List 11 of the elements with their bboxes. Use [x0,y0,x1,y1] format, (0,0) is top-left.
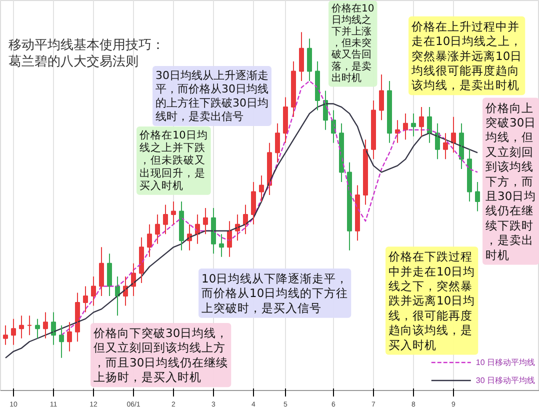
annotation: 10日均线从下降逐渐走平，而价格从10日均线的下方往上突破时，是买入信号 [202,271,348,315]
text: 价格向上突破30日均线，但又立刻回到该均线下方，而且30日均线仍在继续下跌时，是卖出时机 [486,100,536,262]
annotation: 价格在下跌过程中并走在10日均线之下，突然暴跌并远离10日均线，很可能再度趋向该均线，是买入时机 [388,250,476,352]
annotation: 价格在10日均线之上并下跌，但未跌破又出现回升，是买入时机 [138,130,208,192]
text: 移动平均线基本使用技巧：葛兰碧的八大交易法则 [8,38,164,70]
annotation: 价格在10日均线之下并上涨，但未突破又告回落，是卖出时机 [330,2,374,84]
annotation: 价格向下突破30日均线，但又立刻回到该均线上方，而且30日均线仍在继续上扬时，是买入时机 [92,326,228,384]
annotation: 30日均线从上升逐渐走平，而价格从30日均线的上方往下跌破30日均线时，是卖出信号 [156,68,268,123]
legend-label: 10 日移动平均线 [476,356,535,368]
annotation: 价格在上升过程中并走在10日均线之上，突然暴涨并远离10日均线很可能再度趋向该均线，是卖出时机 [410,19,522,92]
legend-label: 30 日移动平均线 [476,374,535,386]
